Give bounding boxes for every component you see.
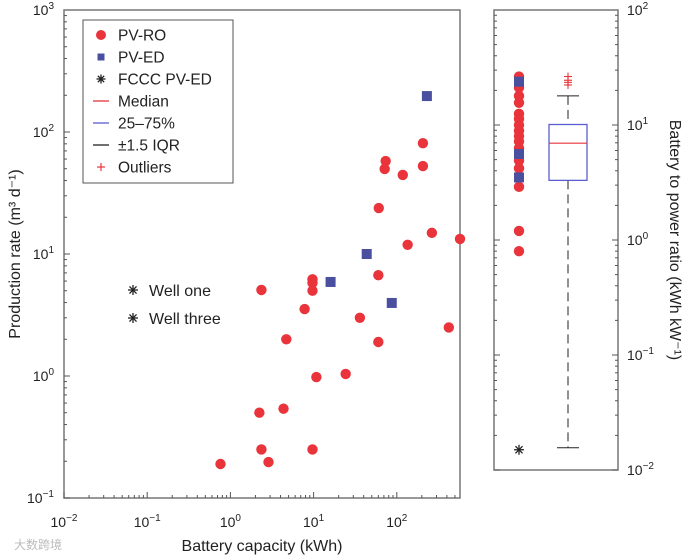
right-axis-label: Battery to power ratio (kWh kW⁻¹) — [666, 120, 683, 361]
outlier-plus — [564, 80, 572, 89]
x-tick-label: 10−1 — [134, 513, 161, 530]
pv-ed-point — [361, 249, 372, 259]
pv-ed-point — [386, 297, 397, 308]
pv-ro-point — [254, 407, 265, 418]
right-tick-label: 10−2 — [627, 461, 654, 478]
legend-circle-icon — [96, 30, 106, 40]
pv-ro-point — [340, 368, 351, 380]
legend-star-icon — [96, 74, 106, 84]
strip-fccc-star-icon — [514, 444, 524, 455]
strip-pv-ro-point — [513, 97, 525, 108]
y-tick-label: 103 — [33, 1, 55, 18]
pv-ro-point — [443, 322, 455, 333]
pv-ro-point — [397, 169, 408, 181]
pv-ed-point — [325, 276, 336, 287]
x-tick-label: 101 — [303, 513, 325, 530]
pv-ro-point — [307, 285, 318, 296]
scatter-panel: 10−2 10−1 100 101 10210−1100101102103PV-ROPV… — [27, 1, 466, 530]
star-stroke — [97, 75, 105, 83]
legend-label: Outliers — [118, 160, 172, 177]
pv-ro-point — [354, 312, 366, 323]
box-panel: 10−2 10−1 100 101 102 — [493, 1, 654, 478]
strip-pv-ed-point — [514, 148, 524, 159]
iqr-box — [548, 123, 588, 182]
pv-ro-point — [426, 227, 438, 239]
legend: PV-RO PV-ED FCCC PV-ED Median 25–75% ±1.5 IQR… — [82, 19, 234, 184]
right-tick-label: 102 — [627, 1, 649, 18]
y-tick-label: 100 — [33, 367, 55, 384]
pv-ro-point — [299, 303, 310, 315]
pv-ro-point — [379, 163, 390, 175]
pv-ro-point — [307, 444, 318, 455]
pv-ed-point — [421, 91, 432, 102]
pv-ro-point — [307, 277, 318, 289]
annotation-star-icon — [128, 285, 138, 295]
x-axis-label: Battery capacity (kWh) — [182, 538, 343, 555]
right-tick-label: 101 — [627, 116, 649, 133]
y-tick-label: 101 — [33, 245, 55, 262]
star-stroke — [129, 286, 137, 294]
pv-ro-point — [373, 336, 384, 348]
annotation-label: Well one — [149, 283, 211, 300]
watermark: 大数跨境 — [14, 537, 62, 552]
right-tick-label: 10−1 — [627, 346, 654, 363]
x-tick-label: 100 — [220, 513, 242, 530]
pv-ro-point — [263, 456, 274, 468]
pv-ro-point — [380, 155, 391, 167]
x-tick-label: 102 — [386, 513, 408, 530]
strip-pv-ed-point — [514, 76, 524, 87]
pv-ro-point — [417, 160, 429, 172]
pv-ro-point — [373, 270, 384, 281]
legend-label: PV-RO — [118, 28, 166, 45]
pv-ro-point — [454, 233, 466, 245]
pv-ro-point — [417, 137, 429, 149]
legend-label: Median — [118, 94, 169, 111]
legend-label: FCCC PV-ED — [118, 72, 212, 89]
star-stroke — [129, 314, 137, 322]
annotation-star-icon — [128, 313, 138, 323]
strip-pv-ro-point — [513, 245, 525, 257]
legend-square-icon — [97, 53, 105, 61]
strip-pv-ro-point — [513, 163, 525, 174]
y-tick-label: 10−1 — [27, 489, 54, 506]
pv-ro-point — [215, 458, 226, 470]
y-tick-label: 102 — [33, 123, 55, 140]
legend-label: PV-ED — [118, 50, 165, 67]
pv-ro-point — [278, 403, 289, 414]
x-tick-label: 10−2 — [51, 513, 78, 530]
annotation-label: Well three — [149, 311, 221, 328]
pv-ro-point — [402, 239, 413, 250]
legend-label: ±1.5 IQR — [118, 138, 180, 155]
star-stroke — [515, 445, 523, 454]
legend-plus-icon — [97, 163, 105, 171]
pv-ro-point — [256, 444, 267, 455]
pv-ro-point — [281, 334, 292, 345]
pv-ro-point — [256, 284, 267, 296]
legend-label: 25–75% — [118, 116, 175, 133]
y-axis-label: Production rate (m³ d⁻¹) — [7, 169, 24, 338]
strip-pv-ro-point — [513, 181, 525, 193]
strip-pv-ro-point — [513, 225, 525, 237]
right-tick-label: 100 — [627, 231, 649, 248]
box-frame — [493, 9, 619, 471]
pv-ro-point — [373, 202, 384, 214]
strip-pv-ed-point — [514, 172, 524, 183]
pv-ro-point — [311, 371, 322, 383]
